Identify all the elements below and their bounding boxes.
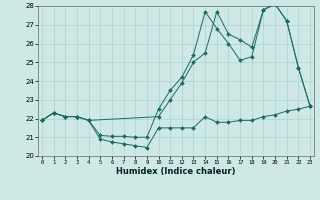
X-axis label: Humidex (Indice chaleur): Humidex (Indice chaleur) — [116, 167, 236, 176]
